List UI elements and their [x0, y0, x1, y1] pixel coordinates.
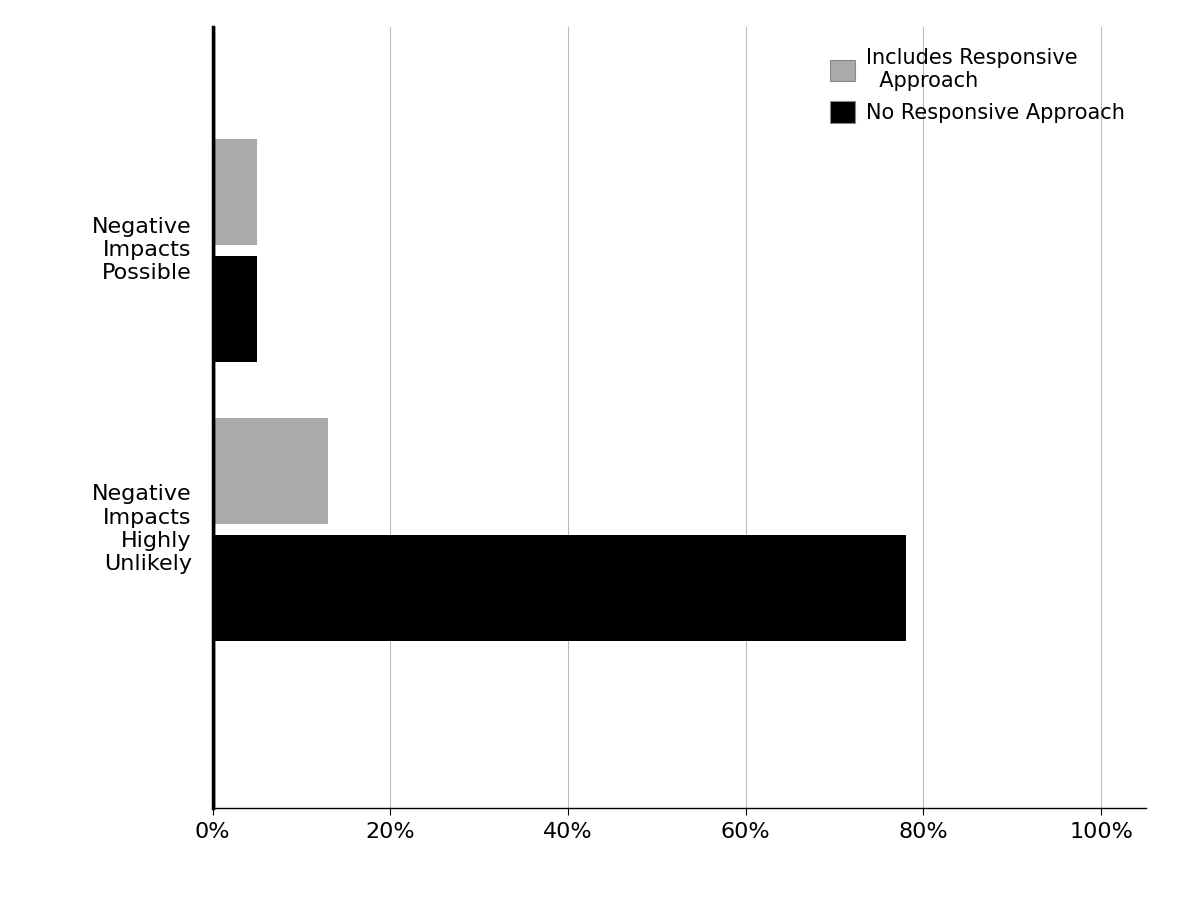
- Bar: [213, 138, 257, 244]
- Bar: [213, 418, 328, 524]
- Legend: Includes Responsive
  Approach, No Responsive Approach: Includes Responsive Approach, No Respons…: [820, 38, 1135, 134]
- Bar: [213, 256, 257, 362]
- Bar: [213, 535, 906, 641]
